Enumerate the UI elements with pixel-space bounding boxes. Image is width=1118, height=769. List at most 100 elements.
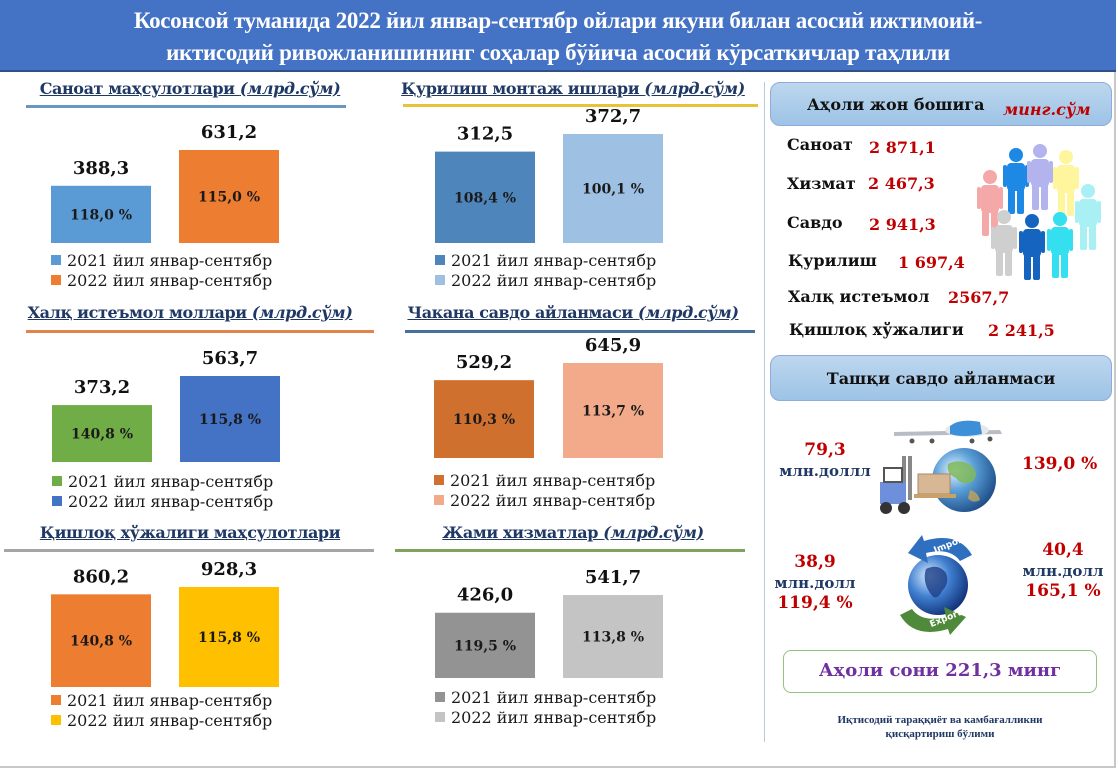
bar-2021 (435, 151, 535, 243)
chart-panel-retail-trade: Чакана савдо айланмаси (млрд.сўм) 529,2 11… (383, 295, 763, 515)
bar-growth-label: 115,8 % (198, 630, 260, 646)
bar-2022 (179, 150, 279, 243)
chart-title-rule (405, 330, 755, 333)
page-title-line-2: иктисодий ривожланишининг соҳалар бўйича… (166, 40, 950, 65)
chart-panel-consumer-goods: Халқ истеъмол моллари (млрд.сўм) 373,2 140… (0, 295, 380, 515)
legend-label: 2022 йил январ-сентябр (451, 708, 656, 727)
trade-total: 79,3 млн.доллл (770, 440, 880, 480)
trade-export-unit: млн.долл (1022, 562, 1104, 580)
chart-title-rule (26, 105, 346, 108)
bar-2021 (52, 405, 152, 462)
legend-label: 2021 йил январ-сентябр (450, 471, 655, 490)
legend-label: 2022 йил январ-сентябр (67, 711, 272, 730)
bar-chart: 373,2 140,8 % 563,7 115,8 % 2021 йил январ-с… (52, 348, 280, 511)
bar-growth-label: 119,5 % (454, 638, 516, 654)
bar-value-label: 631,2 (201, 122, 257, 143)
trade-export: 40,4 млн.долл 165,1 % (1008, 540, 1118, 601)
chart-panel-services: Жами хизматлар (млрд.сўм) 426,0 119,5 % 541… (383, 515, 763, 735)
legend-label: 2021 йил январ-сентябр (67, 251, 272, 270)
chart-unit: (млрд.сўм) (603, 523, 704, 542)
bar-2022 (180, 376, 280, 462)
bar-2021 (434, 380, 534, 458)
page-title-line-1: Косонсой туманида 2022 йил январ-сентябр… (133, 8, 983, 33)
per-capita-value: 2 941,3 (869, 215, 936, 234)
bar-growth-label: 108,4 % (454, 190, 516, 206)
per-capita-unit: минг.сўм (1003, 100, 1091, 119)
legend-swatch (434, 475, 444, 485)
legend-swatch (435, 712, 445, 722)
bar-2021 (51, 185, 151, 243)
person-icon (1075, 184, 1101, 250)
trade-import-growth-text: 119,4 % (777, 593, 853, 613)
per-capita-header: Аҳоли жон бошига минг.сўм (770, 82, 1112, 126)
per-capita-label: Халқ истеъмол (788, 287, 930, 306)
chart-title: Халқ истеъмол моллари (млрд.сўм) (0, 303, 380, 322)
bar-value-label: 388,3 (73, 158, 129, 179)
column-divider (764, 82, 765, 742)
department-note: Иқтисодий тараққиёт ва камбағалликни қис… (783, 713, 1097, 741)
person-icon (1003, 148, 1029, 214)
bar-2022 (563, 363, 663, 458)
chart-panel-agriculture: Қишлоқ хўжалиги маҳсулотлари 860,2 140,8 %… (0, 515, 380, 735)
person-icon (1027, 144, 1053, 210)
bar-2022 (179, 587, 279, 687)
bar-value-label: 928,3 (201, 559, 257, 580)
person-icon (977, 170, 1003, 236)
bar-value-label: 563,7 (202, 348, 258, 369)
chart-title-rule (26, 330, 374, 333)
legend-label: 2022 йил январ-сентябр (67, 271, 272, 290)
trade-export-growth: 165,1 % (1008, 581, 1118, 601)
page-edge (0, 766, 1116, 768)
bar-2021 (435, 612, 535, 678)
chart-panel-construction: Қурилиш монтаж ишлари (млрд.сўм) 312,5 108… (383, 75, 763, 295)
chart-unit: (млрд.сўм) (251, 303, 353, 322)
per-capita-row: Хизмат 2 467,3 (787, 174, 935, 193)
bar-2022 (563, 595, 663, 678)
chart-title: Саноат маҳсулотлари (млрд.сўм) (0, 79, 380, 98)
trade-total-value: 79,3 (804, 440, 846, 460)
per-capita-label: Хизмат (787, 174, 856, 193)
chart-title: Қурилиш монтаж ишлари (млрд.сўм) (383, 79, 763, 98)
page-edge (1114, 72, 1116, 767)
chart-title-rule (403, 104, 758, 107)
legend-swatch (434, 495, 444, 505)
trade-import: 38,9 млн.долл 119,4 % (770, 552, 860, 613)
bar-growth-label: 118,0 % (70, 207, 132, 223)
bar-growth-label: 100,1 % (582, 182, 644, 198)
bar-growth-label: 140,8 % (70, 634, 132, 650)
bar-value-label: 529,2 (456, 352, 512, 373)
import-export-globe-icon: Import Export (900, 534, 972, 635)
per-capita-value: 2 241,5 (988, 321, 1055, 340)
person-icon (1053, 150, 1079, 216)
per-capita-title: Аҳоли жон бошига (807, 95, 985, 114)
per-capita-label: Қишлоқ хўжалиги (789, 320, 964, 339)
legend-swatch (435, 275, 445, 285)
chart-title: Қишлоқ хўжалиги маҳсулотлари (0, 523, 380, 542)
per-capita-row: Халқ истеъмол 2567,7 (788, 287, 1009, 307)
bar-chart: 312,5 108,4 % 372,7 100,1 % 2021 йил январ-с… (435, 106, 663, 290)
bar-value-label: 860,2 (73, 566, 129, 587)
bar-value-label: 645,9 (585, 335, 641, 356)
per-capita-label: Саноат (787, 135, 853, 154)
bar-value-label: 312,5 (457, 124, 513, 145)
bar-growth-label: 115,8 % (199, 412, 261, 428)
department-note-line-1: Иқтисодий тараққиёт ва камбағалликни (837, 714, 1043, 726)
bar-2022 (563, 134, 663, 243)
legend-label: 2021 йил январ-сентябр (68, 472, 273, 491)
person-icon (1019, 214, 1045, 280)
chart-title: Чакана савдо айланмаси (млрд.сўм) (383, 303, 763, 322)
legend-label: 2022 йил январ-сентябр (68, 492, 273, 511)
trade-export-value: 40,4 (1042, 540, 1084, 560)
bar-growth-label: 113,8 % (582, 630, 644, 646)
people-group-icon (977, 144, 1101, 280)
per-capita-row: Савдо 2 941,3 (787, 213, 936, 234)
chart-unit: (млрд.сўм) (644, 79, 745, 98)
person-icon (991, 210, 1017, 276)
bar-growth-label: 113,7 % (582, 404, 644, 420)
population-box: Аҳоли сони 221,3 минг (783, 650, 1097, 693)
legend-label: 2022 йил январ-сентябр (451, 271, 656, 290)
chart-unit: (млрд.сўм) (638, 303, 739, 322)
legend-swatch (52, 496, 62, 506)
chart-title-rule (395, 549, 745, 552)
bar-chart: 860,2 140,8 % 928,3 115,8 % 2021 йил январ-с… (51, 559, 279, 730)
